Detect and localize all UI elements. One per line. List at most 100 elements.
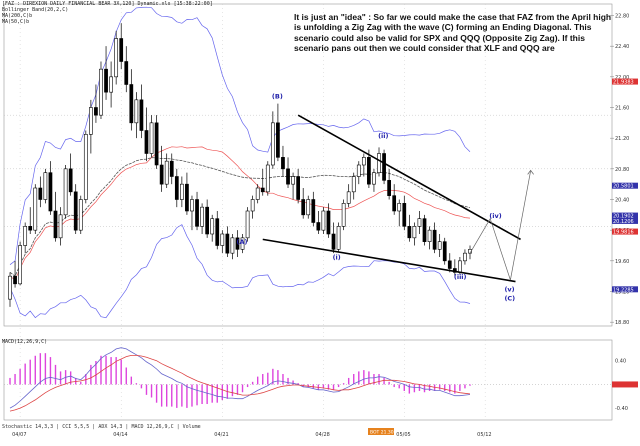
candle-body [89, 107, 93, 135]
price-box-label: 20.5801 [613, 184, 634, 190]
chart-title: [FAZ : DIREXION DAILY FINANCIAL BEAR 3X,… [2, 1, 213, 7]
candle-body [174, 176, 179, 200]
price-box [612, 78, 638, 85]
candle-body [225, 233, 230, 254]
candle-body [124, 61, 129, 85]
price-box-label: 20.1902 [613, 214, 634, 220]
analysis-annotation: It is just an "idea" : So far we could m… [294, 12, 612, 53]
indicator-tabs[interactable]: Stochastic 14,3,3 | CCI 5,5,5 | ADX 14,3… [2, 424, 201, 430]
candle-body [397, 203, 402, 212]
candle-body [326, 210, 331, 235]
candle-body [190, 199, 194, 212]
x-tick-label: 05/05 [396, 432, 410, 438]
bottom-price-box-label: BOT 21.30 [370, 430, 394, 436]
price-box [612, 212, 638, 219]
projected-path [469, 170, 532, 281]
candle-body [220, 233, 225, 246]
candle-body [180, 183, 184, 200]
macd-legend: MACD(12,26,9,C) [2, 339, 48, 345]
y-tick-label: 19.20 [615, 290, 629, 296]
candle-body [13, 275, 17, 285]
candle-body [38, 187, 43, 200]
candle-body [28, 226, 33, 231]
price-box-label: 20.1206 [613, 219, 634, 225]
candle-body [346, 191, 351, 204]
candle-body [164, 160, 169, 185]
candle-body [94, 107, 98, 116]
x-tick-label: 04/14 [113, 432, 127, 438]
candle-body [139, 99, 144, 131]
x-tick-label: 05/12 [477, 432, 491, 438]
candle-body [235, 237, 240, 250]
candle-body [169, 160, 174, 177]
price-panel-frame [3, 3, 613, 327]
candle-body [33, 187, 38, 231]
x-tick-label: 04/07 [12, 432, 26, 438]
candle-body [351, 176, 356, 193]
candle-body [270, 122, 275, 166]
candle-body [463, 252, 467, 262]
ma-red-line [9, 146, 471, 281]
price-box [612, 286, 638, 293]
macd-signal-line [9, 354, 471, 412]
x-tick-label: 04/21 [214, 432, 228, 438]
macd-panel-frame [3, 339, 613, 421]
candle-body [43, 172, 48, 200]
y-tick-label: 22.00 [615, 75, 629, 81]
candle-body [48, 172, 53, 212]
macd-line [9, 347, 471, 409]
candle-body [210, 218, 215, 235]
candle-body [58, 214, 63, 239]
candle-body [200, 206, 204, 227]
candle-body [367, 157, 371, 185]
candle-body [296, 176, 300, 200]
candle-body [458, 260, 462, 273]
candle-body [392, 195, 397, 212]
wave-label: (v) [504, 286, 514, 294]
candle-body [372, 172, 376, 185]
candle-body [149, 122, 154, 154]
macd-y-tick-label: -0.40 [615, 406, 628, 412]
y-tick-label: 22.80 [615, 14, 629, 20]
x-tick-label: 04/28 [315, 432, 329, 438]
candle-body [230, 237, 235, 254]
wave-label: (A) [237, 238, 248, 246]
wave-label: (ii) [378, 132, 388, 140]
bollinger-legend: Bollinger Band(20,2,C) [2, 7, 69, 13]
wave-label: (i) [333, 253, 341, 261]
candle-body [8, 275, 12, 300]
candle-body [402, 203, 407, 227]
candle-body [63, 168, 68, 216]
candle-body [311, 199, 316, 223]
candle-body [437, 241, 442, 250]
candle-body [321, 210, 326, 231]
upper-trendline [297, 114, 521, 241]
bottom-price-box [368, 428, 394, 435]
candle-body [73, 191, 78, 231]
bollinger-lower-line [9, 224, 471, 319]
candle-body [447, 260, 452, 269]
candle-body [114, 38, 119, 78]
candle-body [154, 122, 159, 166]
candle-body [134, 99, 139, 124]
lower-trendline [262, 238, 516, 283]
candle-body [23, 226, 28, 246]
candle-body [427, 229, 432, 242]
bollinger-upper-line [9, 6, 471, 265]
price-box [612, 182, 638, 189]
candle-body [306, 199, 311, 216]
y-tick-label: 22.40 [615, 44, 629, 50]
candle-body [356, 164, 361, 177]
candle-body [195, 199, 199, 227]
candle-body [144, 130, 149, 154]
candle-body [240, 237, 245, 250]
price-box-label: 19.9816 [613, 230, 634, 236]
price-box [612, 217, 638, 224]
y-tick-label: 21.60 [615, 106, 629, 112]
y-tick-label: 21.20 [615, 136, 629, 142]
candle-body [331, 233, 336, 250]
candle-body [361, 157, 366, 166]
candle-body [78, 199, 83, 231]
candle-body [281, 157, 285, 170]
